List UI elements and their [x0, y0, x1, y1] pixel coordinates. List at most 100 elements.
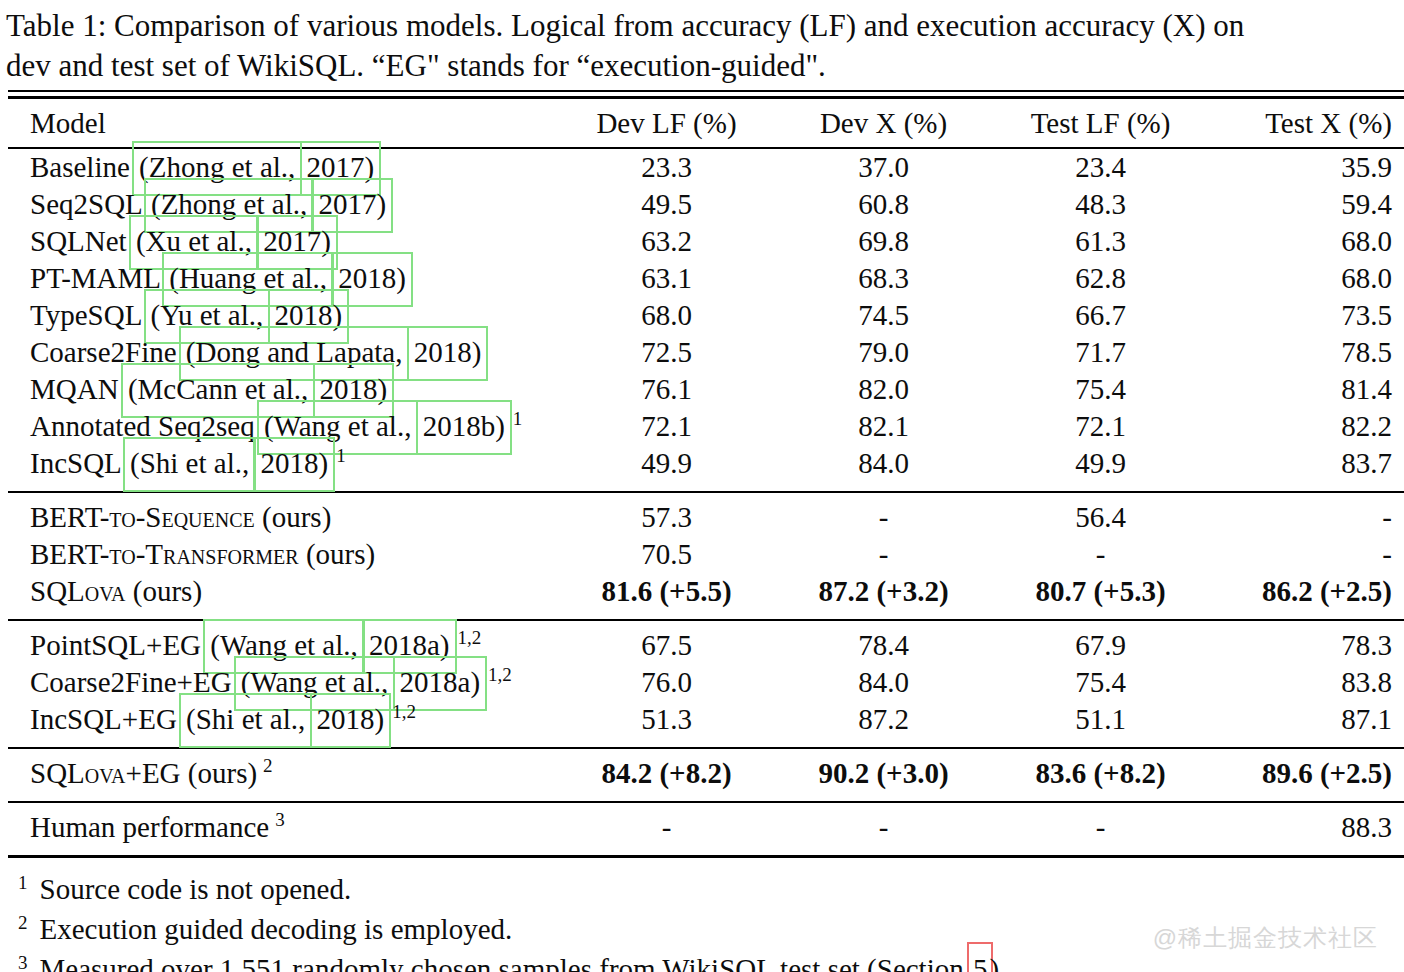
- value-cell: 75.4: [992, 664, 1209, 701]
- table-row: IncSQL+EG (Shi et al., 2018)1,251.387.25…: [8, 701, 1404, 748]
- value-cell: 78.4: [775, 620, 992, 664]
- text-segment: TypeSQL: [30, 299, 149, 331]
- table-row: SQLova (ours)81.6 (+5.5)87.2 (+3.2)80.7 …: [8, 573, 1404, 620]
- value-cell: 49.9: [992, 445, 1209, 492]
- table-row: BERT-to-Sequence (ours)57.3-56.4-: [8, 492, 1404, 536]
- value-cell: -: [775, 536, 992, 573]
- value-cell: 84.0: [775, 664, 992, 701]
- value-cell: 66.7: [992, 297, 1209, 334]
- model-name-smallcaps: SQLova: [30, 575, 126, 607]
- footnote-marker: 1: [513, 408, 523, 429]
- paper-table-screenshot: Table 1: Comparison of various models. L…: [0, 0, 1404, 972]
- value-cell: 82.2: [1209, 408, 1404, 445]
- value-cell: 89.6 (+2.5): [1209, 748, 1404, 802]
- value-cell: 83.6 (+8.2): [992, 748, 1209, 802]
- value-cell: 67.9: [992, 620, 1209, 664]
- value-cell: 83.8: [1209, 664, 1404, 701]
- value-cell: 81.4: [1209, 371, 1404, 408]
- value-cell: 90.2 (+3.0): [775, 748, 992, 802]
- text-segment: Human performance: [30, 811, 269, 843]
- model-cell: BERT-to-Transformer (ours): [8, 536, 558, 573]
- footnote-marker: 1: [18, 872, 28, 893]
- value-cell: 82.0: [775, 371, 992, 408]
- value-cell: 81.6 (+5.5): [558, 573, 775, 620]
- text-segment: MQAN: [30, 373, 126, 405]
- value-cell: 72.5: [558, 334, 775, 371]
- text-segment: (ours): [181, 757, 258, 789]
- value-cell: 68.0: [558, 297, 775, 334]
- value-cell: 74.5: [775, 297, 992, 334]
- column-header: Test X (%): [1209, 99, 1404, 148]
- value-cell: 23.4: [992, 148, 1209, 186]
- text-segment: IncSQL+EG: [30, 703, 184, 735]
- value-cell: 61.3: [992, 223, 1209, 260]
- text-segment: IncSQL: [30, 447, 128, 479]
- table-row: Human performance3---88.3: [8, 802, 1404, 857]
- text-segment: Source code is not opened.: [40, 873, 352, 905]
- value-cell: 83.7: [1209, 445, 1404, 492]
- value-cell: 23.3: [558, 148, 775, 186]
- model-name-smallcaps: BERT-to-Sequence: [30, 501, 255, 533]
- table-row: BERT-to-Transformer (ours)70.5---: [8, 536, 1404, 573]
- text-segment: ).: [989, 953, 1006, 972]
- table-row: IncSQL (Shi et al., 2018)149.984.049.983…: [8, 445, 1404, 492]
- value-cell: -: [1209, 536, 1404, 573]
- value-cell: -: [992, 802, 1209, 857]
- text-segment: Baseline: [30, 151, 137, 183]
- annotation-box-green: (Shi et al.,: [179, 693, 312, 748]
- value-cell: 67.5: [558, 620, 775, 664]
- annotation-box-green: 2018): [407, 326, 489, 381]
- value-cell: 84.2 (+8.2): [558, 748, 775, 802]
- value-cell: 68.0: [1209, 260, 1404, 297]
- table-row: MQAN (McCann et al., 2018)76.182.075.481…: [8, 371, 1404, 408]
- footnote-marker: 1,2: [458, 627, 482, 648]
- value-cell: -: [775, 802, 992, 857]
- value-cell: 87.1: [1209, 701, 1404, 748]
- value-cell: 48.3: [992, 186, 1209, 223]
- table-row: PointSQL+EG (Wang et al., 2018a)1,267.57…: [8, 620, 1404, 664]
- table-body: Baseline (Zhong et al., 2017)23.337.023.…: [8, 148, 1404, 857]
- text-segment: SQLNet: [30, 225, 134, 257]
- value-cell: 78.5: [1209, 334, 1404, 371]
- value-cell: 49.9: [558, 445, 775, 492]
- value-cell: 87.2 (+3.2): [775, 573, 992, 620]
- column-header: Dev LF (%): [558, 99, 775, 148]
- text-segment: (ours): [255, 501, 332, 533]
- annotation-box-green: (Shi et al.,: [123, 437, 256, 492]
- footnote-line: 3Measured over 1,551 randomly chosen sam…: [14, 951, 1404, 972]
- footnote-marker: 1,2: [392, 701, 416, 722]
- footnote-marker: 2: [263, 755, 273, 776]
- column-header: Dev X (%): [775, 99, 992, 148]
- value-cell: 71.7: [992, 334, 1209, 371]
- value-cell: 63.2: [558, 223, 775, 260]
- value-cell: 84.0: [775, 445, 992, 492]
- value-cell: 72.1: [558, 408, 775, 445]
- results-table: ModelDev LF (%)Dev X (%)Test LF (%)Test …: [8, 99, 1404, 858]
- value-cell: -: [775, 492, 992, 536]
- value-cell: 63.1: [558, 260, 775, 297]
- value-cell: 62.8: [992, 260, 1209, 297]
- value-cell: 37.0: [775, 148, 992, 186]
- footnote-marker: 3: [275, 809, 285, 830]
- value-cell: 51.3: [558, 701, 775, 748]
- footnote-marker: 2: [18, 912, 28, 933]
- value-cell: 49.5: [558, 186, 775, 223]
- value-cell: 82.1: [775, 408, 992, 445]
- value-cell: 73.5: [1209, 297, 1404, 334]
- value-cell: 68.0: [1209, 223, 1404, 260]
- value-cell: 80.7 (+5.3): [992, 573, 1209, 620]
- value-cell: 56.4: [992, 492, 1209, 536]
- table-caption: Table 1: Comparison of various models. L…: [0, 0, 1404, 86]
- value-cell: 75.4: [992, 371, 1209, 408]
- caption-line-2: dev and test set of WikiSQL. “EG" stands…: [6, 46, 1404, 86]
- footnote-line: 1 Source code is not opened.: [14, 871, 1404, 911]
- footnote-marker: 1,2: [488, 664, 512, 685]
- annotation-box-green: 2018b): [416, 400, 512, 455]
- value-cell: 86.2 (+2.5): [1209, 573, 1404, 620]
- footnote-marker: 3: [18, 952, 28, 972]
- value-cell: 76.0: [558, 664, 775, 701]
- model-name-smallcaps: SQLova+EG: [30, 757, 181, 789]
- value-cell: 76.1: [558, 371, 775, 408]
- text-segment: PointSQL+EG: [30, 629, 208, 661]
- value-cell: -: [558, 802, 775, 857]
